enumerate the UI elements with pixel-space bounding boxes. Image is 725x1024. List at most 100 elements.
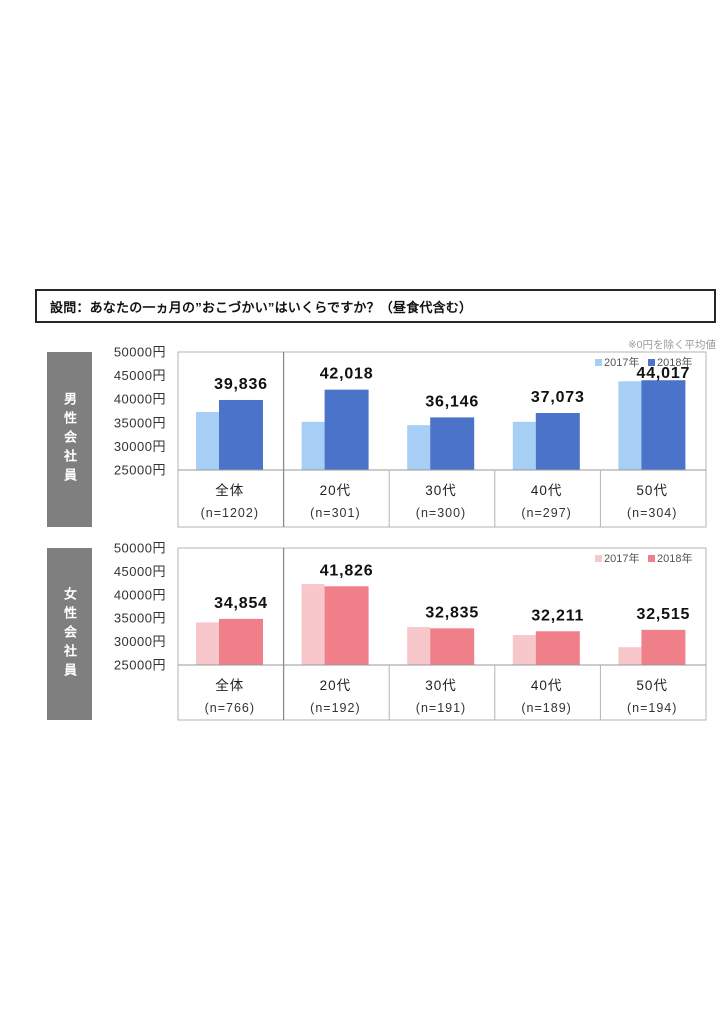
male-value-label-40s: 37,073 xyxy=(531,389,585,406)
female-bar-2017-50s xyxy=(618,647,642,665)
male-bar-2017-40s xyxy=(512,421,536,470)
female-bar-2017-20s xyxy=(301,584,325,665)
female-category-label-20s: 20代 xyxy=(320,678,352,693)
female-bar-2018-40s xyxy=(535,631,580,665)
y-tick-value: 50000 xyxy=(114,541,153,556)
y-tick-value: 45000 xyxy=(114,564,153,579)
y-tick-value: 35000 xyxy=(114,415,153,430)
male-y-tick-label: 45000円 xyxy=(114,368,166,383)
male-bar-2018-50s xyxy=(641,380,686,470)
female-category-label-30s: 30代 xyxy=(425,678,457,693)
female-sample-size-overall: (n=766) xyxy=(205,701,255,715)
female-bar-2017-overall xyxy=(196,622,219,665)
female-legend-swatch-2018 xyxy=(648,555,655,562)
male-legend-swatch-2018 xyxy=(648,359,655,366)
male-y-tick-label: 50000円 xyxy=(114,345,166,360)
y-tick-unit: 円 xyxy=(152,392,166,407)
female-sample-size-30s: (n=191) xyxy=(416,701,466,715)
female-bar-2018-overall xyxy=(219,618,263,665)
y-tick-value: 30000 xyxy=(114,634,153,649)
female-bar-2017-40s xyxy=(512,635,536,665)
female-y-tick-label: 35000円 xyxy=(114,611,166,626)
male-plot-frame xyxy=(177,351,707,528)
y-tick-value: 25000 xyxy=(114,463,153,478)
y-tick-value: 45000 xyxy=(114,368,153,383)
female-category-label-50s: 50代 xyxy=(636,678,668,693)
female-y-tick-label: 25000円 xyxy=(114,658,166,673)
question-box: 設問：あなたの一ヵ月の”おこづかい”はいくらですか？（昼食代含む） xyxy=(35,289,716,323)
female-value-label-overall: 34,854 xyxy=(214,595,268,612)
y-tick-unit: 円 xyxy=(152,368,166,383)
male-panel-label: 男性会社員 xyxy=(47,352,92,527)
male-bar-2018-20s xyxy=(324,389,369,470)
female-sample-size-50s: (n=194) xyxy=(627,701,677,715)
male-category-label-50s: 50代 xyxy=(636,483,668,498)
y-tick-unit: 円 xyxy=(152,541,166,556)
question-text: 設問：あなたの一ヵ月の”おこづかい”はいくらですか？（昼食代含む） xyxy=(50,299,473,315)
female-y-tick-label: 50000円 xyxy=(114,541,166,556)
male-bar-2017-20s xyxy=(301,421,325,470)
y-tick-unit: 円 xyxy=(152,463,166,478)
y-tick-value: 50000 xyxy=(114,345,153,360)
male-category-label-40s: 40代 xyxy=(531,483,563,498)
female-value-label-50s: 32,515 xyxy=(637,606,691,623)
female-value-label-20s: 41,826 xyxy=(320,562,374,579)
y-tick-unit: 円 xyxy=(152,587,166,602)
male-category-label-20s: 20代 xyxy=(320,483,352,498)
y-tick-unit: 円 xyxy=(152,611,166,626)
female-y-tick-label: 40000円 xyxy=(114,587,166,602)
female-value-label-40s: 32,211 xyxy=(531,607,584,624)
male-sample-size-overall: (n=1202) xyxy=(201,506,259,520)
male-bar-2017-overall xyxy=(196,411,219,470)
male-legend-label-2017: 2017年 xyxy=(604,355,639,369)
y-tick-unit: 円 xyxy=(152,345,166,360)
female-plot-frame xyxy=(177,547,707,721)
male-y-tick-label: 35000円 xyxy=(114,415,166,430)
female-legend-label-2017: 2017年 xyxy=(604,551,639,565)
female-y-tick-label: 45000円 xyxy=(114,564,166,579)
female-bar-2018-30s xyxy=(430,628,475,665)
y-tick-value: 30000 xyxy=(114,439,153,454)
average-note: ※0円を除く平均値 xyxy=(627,339,716,351)
female-bar-2018-20s xyxy=(324,586,369,665)
female-panel-label: 女性会社員 xyxy=(47,548,92,720)
male-category-label-overall: 全体 xyxy=(215,482,244,498)
male-bar-2018-40s xyxy=(535,413,580,470)
y-tick-unit: 円 xyxy=(152,415,166,430)
female-category-label-40s: 40代 xyxy=(531,678,563,693)
y-tick-unit: 円 xyxy=(152,634,166,649)
male-sample-size-50s: (n=304) xyxy=(627,506,677,520)
male-value-label-30s: 36,146 xyxy=(425,393,479,410)
male-bar-2017-30s xyxy=(407,425,431,470)
female-category-label-overall: 全体 xyxy=(215,677,244,693)
female-bar-2017-30s xyxy=(407,627,431,665)
y-tick-value: 25000 xyxy=(114,658,153,673)
male-sample-size-20s: (n=301) xyxy=(310,506,360,520)
male-value-label-overall: 39,836 xyxy=(214,376,268,393)
male-value-label-50s: 44,017 xyxy=(637,365,691,382)
y-tick-value: 40000 xyxy=(114,587,153,602)
female-sample-size-40s: (n=189) xyxy=(521,701,571,715)
female-bar-2018-50s xyxy=(641,629,686,665)
male-sample-size-40s: (n=297) xyxy=(521,506,571,520)
y-tick-value: 35000 xyxy=(114,611,153,626)
male-category-label-30s: 30代 xyxy=(425,483,457,498)
male-bar-2017-50s xyxy=(618,381,642,470)
female-legend-label-2018: 2018年 xyxy=(657,551,692,565)
y-tick-value: 40000 xyxy=(114,392,153,407)
male-value-label-20s: 42,018 xyxy=(320,366,374,383)
male-bar-2018-30s xyxy=(430,417,475,470)
male-bar-2018-overall xyxy=(219,399,263,470)
y-tick-unit: 円 xyxy=(152,564,166,579)
y-tick-unit: 円 xyxy=(152,658,166,673)
female-y-tick-label: 30000円 xyxy=(114,634,166,649)
female-legend-swatch-2017 xyxy=(595,555,602,562)
male-legend-label-2018: 2018年 xyxy=(657,355,692,369)
male-y-tick-label: 25000円 xyxy=(114,463,166,478)
female-value-label-30s: 32,835 xyxy=(425,604,479,621)
female-sample-size-20s: (n=192) xyxy=(310,701,360,715)
